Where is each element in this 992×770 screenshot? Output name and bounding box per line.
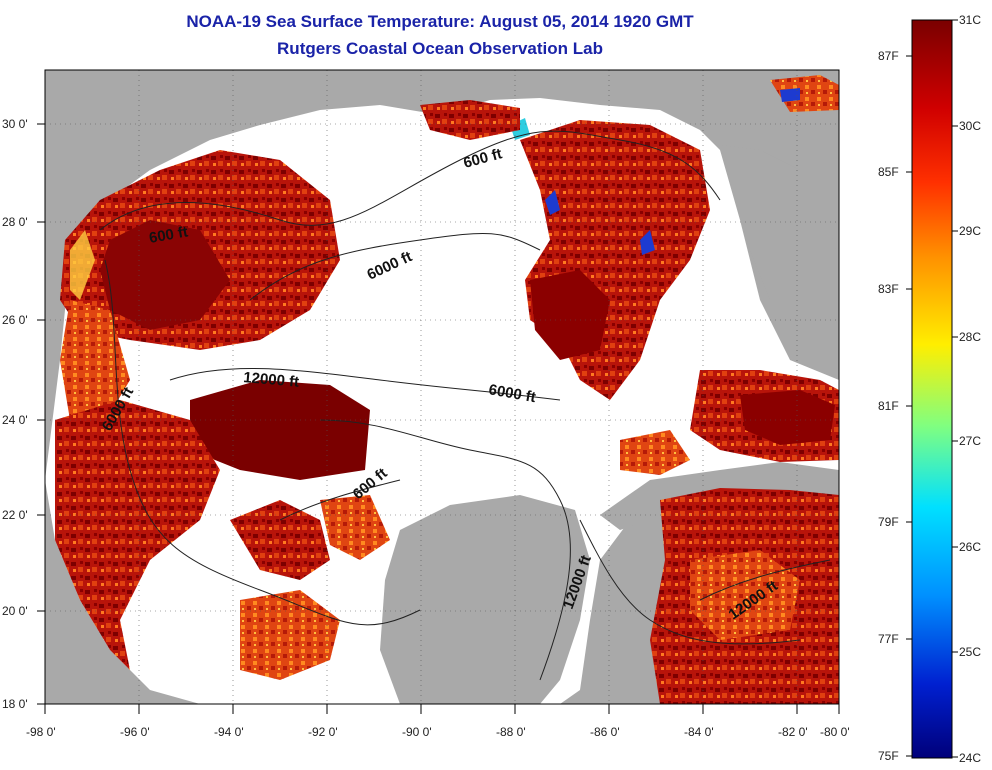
x-tick-label: -98 0' [26, 725, 56, 739]
colorbar [911, 19, 953, 759]
x-tick-label: -96 0' [120, 725, 150, 739]
sst-patches [55, 75, 839, 704]
depth-contours [99, 130, 831, 681]
colorbar-fahrenheit-label: 75F [878, 749, 899, 763]
y-tick-label: 22 0' [2, 508, 28, 522]
y-tick-label: 28 0' [2, 215, 28, 229]
map-frame [44, 69, 840, 705]
florida-land [720, 145, 839, 360]
colorbar-fahrenheit-label: 79F [878, 515, 899, 529]
lat-lon-grid [45, 70, 839, 704]
colorbar-celsius-label: 28C [959, 330, 981, 344]
map-subtitle: Rutgers Coastal Ocean Observation Lab [277, 39, 603, 58]
map-title: NOAA-19 Sea Surface Temperature: August … [186, 12, 694, 31]
x-tick-label: -90 0' [402, 725, 432, 739]
colorbar-ticks [906, 19, 958, 758]
x-tick-label: -82 0' [778, 725, 808, 739]
x-tick-label: -86 0' [590, 725, 620, 739]
x-tick-label: -84 0' [684, 725, 714, 739]
x-tick-label: -92 0' [308, 725, 338, 739]
y-tick-label: 24 0' [2, 413, 28, 427]
map-plot-area: 600 ft 600 ft 6000 ft 6000 ft 12000 ft 6… [45, 70, 839, 704]
x-tick-label: -88 0' [496, 725, 526, 739]
colorbar-fahrenheit-label: 77F [878, 632, 899, 646]
colorbar-fahrenheit-label: 87F [878, 49, 899, 63]
y-tick-label: 20 0' [2, 604, 28, 618]
colorbar-celsius-label: 25C [959, 645, 981, 659]
colorbar-celsius-label: 29C [959, 224, 981, 238]
colorbar-celsius-label: 26C [959, 540, 981, 554]
colorbar-celsius-label: 24C [959, 751, 981, 765]
colorbar-fahrenheit-label: 83F [878, 282, 899, 296]
contour-label: 600 ft [148, 223, 190, 247]
colorbar-celsius-label: 27C [959, 434, 981, 448]
colorbar-celsius-label: 31C [959, 13, 981, 27]
yucatan-land [380, 495, 590, 704]
y-tick-label: 18 0' [2, 697, 28, 711]
colorbar-fahrenheit-label: 85F [878, 165, 899, 179]
x-tick-label: -94 0' [214, 725, 244, 739]
y-tick-label: 26 0' [2, 313, 28, 327]
x-tick-label: -80 0' [820, 725, 850, 739]
colorbar-celsius-label: 30C [959, 119, 981, 133]
y-tick-label: 30 0' [2, 117, 28, 131]
colorbar-fahrenheit-label: 81F [878, 399, 899, 413]
contour-label: 12000 ft [243, 369, 300, 391]
tick-marks [37, 123, 840, 714]
